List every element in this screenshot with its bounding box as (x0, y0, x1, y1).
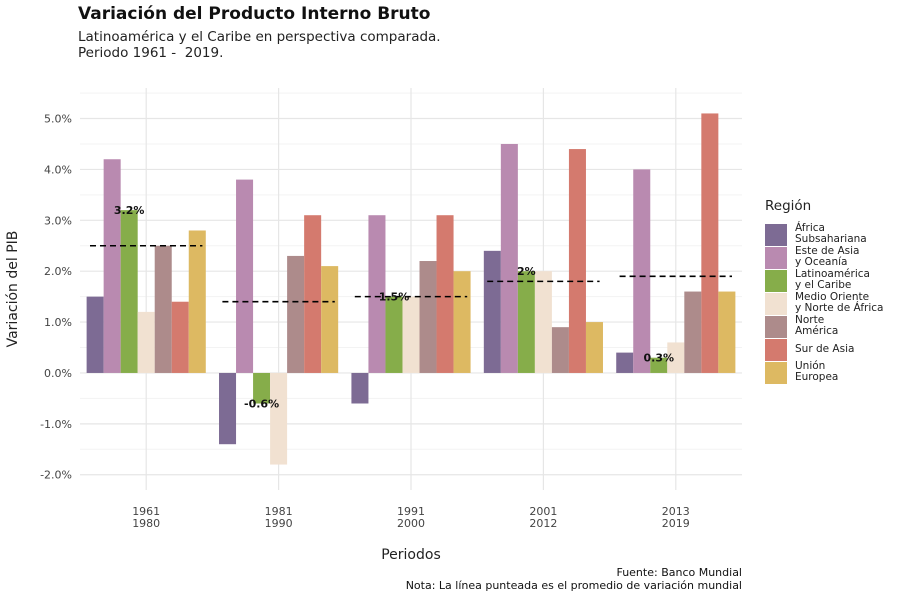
bar (552, 327, 569, 373)
y-tick-label: 4.0% (44, 163, 72, 176)
x-tick-label: 1990 (265, 517, 293, 530)
y-axis-label: Variación del PIB (5, 231, 21, 348)
legend-label: Latinoamérica y el Caribe (795, 269, 900, 291)
data-label: 0.3% (644, 352, 675, 365)
caption-note: Nota: La línea punteada es el promedio d… (406, 579, 742, 592)
bar (304, 215, 321, 373)
y-tick-label: 1.0% (44, 316, 72, 329)
legend-label-line: y Oceanía (795, 257, 900, 268)
bar (189, 230, 206, 372)
legend-swatch (765, 247, 787, 269)
legend-swatch (765, 339, 787, 361)
legend-label: Medio Oriente y Norte de África (795, 292, 900, 314)
legend: Región África Subsahariana Este de Asia y O… (765, 198, 811, 222)
bar (633, 169, 650, 373)
legend-label-line: y el Caribe (795, 280, 900, 291)
bar (420, 261, 437, 373)
legend-swatch (765, 362, 787, 384)
legend-label: Sur de Asia (795, 344, 900, 355)
bar (236, 180, 253, 373)
bar (121, 210, 138, 373)
x-axis-label: Periodos (381, 547, 441, 563)
bar (155, 246, 172, 373)
legend-swatch (765, 316, 787, 338)
y-tick-label: 2.0% (44, 265, 72, 278)
bar (104, 159, 121, 373)
data-label: 2% (517, 265, 536, 278)
legend-label: Norte América (795, 315, 900, 337)
legend-label-line: América (795, 326, 900, 337)
bar (701, 113, 718, 373)
chart-caption: Fuente: Banco Mundial Nota: La línea pun… (406, 566, 742, 592)
legend-label-line: Europea (795, 372, 900, 383)
bar (437, 215, 454, 373)
legend-label: Este de Asia y Oceanía (795, 246, 900, 268)
legend-title: Región (765, 198, 811, 214)
x-tick-label: 2012 (529, 517, 557, 530)
legend-label: África Subsahariana (795, 223, 900, 245)
bar (219, 373, 236, 444)
bar (138, 312, 155, 373)
bar (518, 271, 535, 373)
legend-swatch (765, 270, 787, 292)
bar (351, 373, 368, 404)
bar (501, 144, 518, 373)
y-tick-label: -1.0% (40, 418, 72, 431)
y-tick-label: 5.0% (44, 113, 72, 126)
bar (718, 292, 735, 373)
data-label: 1.5% (379, 291, 410, 304)
bar (616, 353, 633, 373)
bar (172, 302, 189, 373)
bar (454, 271, 471, 373)
bar (385, 297, 402, 373)
x-tick-label: 2000 (397, 517, 425, 530)
caption-source: Fuente: Banco Mundial (406, 566, 742, 579)
y-tick-label: -2.0% (40, 469, 72, 482)
bar (402, 297, 419, 373)
legend-label-line: Subsahariana (795, 234, 900, 245)
bar (586, 322, 603, 373)
bar (87, 297, 104, 373)
x-tick-label: 2019 (662, 517, 690, 530)
bar (684, 292, 701, 373)
y-tick-label: 3.0% (44, 214, 72, 227)
legend-label-line: Sur de Asia (795, 344, 900, 355)
legend-swatch (765, 293, 787, 315)
data-label: -0.6% (244, 397, 279, 410)
bar (569, 149, 586, 373)
data-label: 3.2% (114, 204, 145, 217)
y-tick-label: 0.0% (44, 367, 72, 380)
legend-label-line: y Norte de África (795, 303, 900, 314)
bar (270, 373, 287, 465)
legend-swatch (765, 224, 787, 246)
bar (321, 266, 338, 373)
bar (535, 271, 552, 373)
bar (484, 251, 501, 373)
legend-label: Unión Europea (795, 361, 900, 383)
bar (287, 256, 304, 373)
x-tick-label: 1980 (132, 517, 160, 530)
